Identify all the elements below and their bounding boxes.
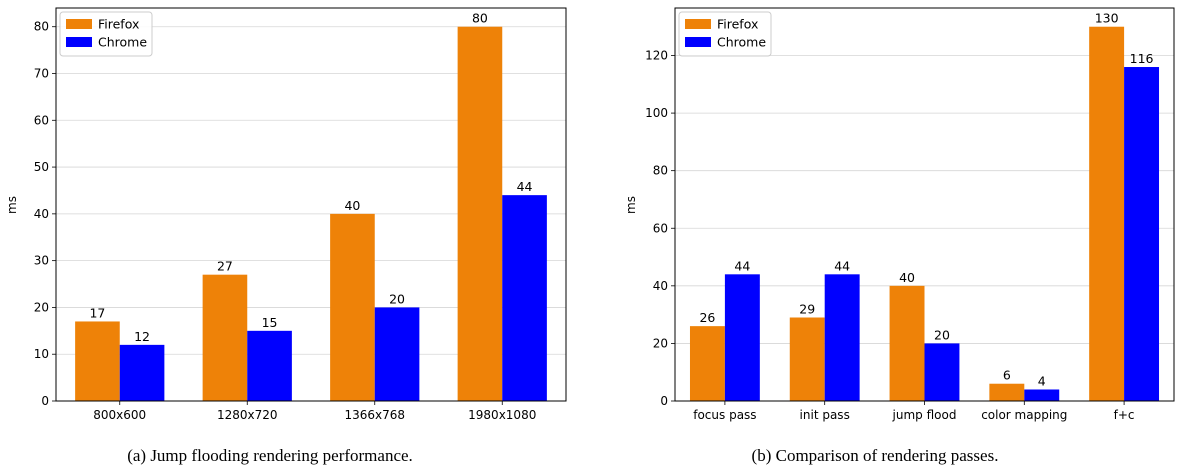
chart-a-xtick-label: 1980x1080 bbox=[468, 408, 536, 422]
chart-b-data-label: 40 bbox=[899, 270, 915, 285]
chart-a-legend-swatch bbox=[66, 19, 92, 29]
chart-b-bar-firefox bbox=[689, 326, 725, 401]
chart-a-legend: Firefox Chrome bbox=[59, 11, 153, 57]
chart-b-ytick-label: 0 bbox=[660, 394, 668, 408]
chart-a-ytick-label: 70 bbox=[34, 67, 49, 81]
chart-b-bar-chrome bbox=[924, 343, 960, 401]
chart-a-xtick-label: 1280x720 bbox=[217, 408, 278, 422]
chart-b-data-label: 4 bbox=[1038, 373, 1046, 388]
chart-b-bar-firefox bbox=[989, 383, 1025, 401]
chart-b-ytick-label: 20 bbox=[653, 336, 668, 350]
chart-b-xtick-label: color mapping bbox=[981, 408, 1067, 422]
chart-a-data-label: 44 bbox=[517, 179, 533, 194]
chart-a-bar-chrome bbox=[119, 344, 165, 401]
chart-a-ytick-label: 50 bbox=[34, 160, 49, 174]
chart-b-data-label: 116 bbox=[1130, 51, 1154, 66]
chart-b-ytick-label: 60 bbox=[653, 221, 668, 235]
chart-b-bar-firefox bbox=[889, 285, 925, 401]
chart-b-xtick-label: init pass bbox=[800, 408, 850, 422]
chart-b-legend-label: Firefox bbox=[717, 17, 758, 32]
chart-a-bar-chrome bbox=[247, 330, 292, 401]
chart-a-bar-chrome bbox=[502, 195, 547, 401]
chart-a-legend-label: Firefox bbox=[98, 17, 139, 32]
chart-b-xtick-label: f+c bbox=[1114, 408, 1135, 422]
chart-a-ytick-label: 10 bbox=[34, 347, 49, 361]
chart-a-data-label: 17 bbox=[89, 305, 105, 320]
chart-a-ytick-label: 30 bbox=[34, 254, 49, 268]
chart-a-data-label: 12 bbox=[134, 329, 150, 344]
chart-b-data-label: 44 bbox=[734, 258, 750, 273]
caption-a: (a) Jump flooding rendering performance. bbox=[127, 446, 413, 465]
chart-b-data-label: 20 bbox=[934, 327, 950, 342]
chart-a-xtick-label: 1366x768 bbox=[344, 408, 405, 422]
chart-b-xtick-label: focus pass bbox=[693, 408, 756, 422]
chart-a-bar-firefox bbox=[457, 26, 503, 401]
chart-a-legend-swatch bbox=[66, 37, 92, 47]
chart-b-data-label: 26 bbox=[699, 310, 715, 325]
chart-b-data-label: 130 bbox=[1095, 11, 1119, 26]
chart-a-bar-firefox bbox=[202, 274, 248, 401]
chart-a-ytick-label: 0 bbox=[41, 394, 49, 408]
chart-a-bar-firefox bbox=[75, 321, 120, 401]
chart-a-bar-firefox bbox=[330, 213, 375, 401]
chart-b-data-label: 29 bbox=[799, 302, 815, 317]
chart-a-data-label: 40 bbox=[344, 198, 360, 213]
chart-b-bar-chrome bbox=[724, 274, 760, 401]
chart-b-data-label: 44 bbox=[834, 258, 850, 273]
chart-b: 0 20 40 60 80 100 120 26 44 focus pass 29 44 init pa… bbox=[624, 7, 1175, 422]
chart-b-bar-chrome bbox=[1124, 67, 1160, 402]
chart-a-ytick-label: 60 bbox=[34, 113, 49, 127]
chart-b-legend-label: Chrome bbox=[717, 35, 766, 50]
chart-a-ytick-label: 40 bbox=[34, 207, 49, 221]
chart-b-bar-firefox bbox=[1089, 26, 1125, 401]
chart-a-frame bbox=[55, 7, 567, 402]
chart-b-ylabel: ms bbox=[624, 196, 638, 214]
chart-b-ytick-label: 40 bbox=[653, 279, 668, 293]
chart-b-frame bbox=[674, 7, 1175, 402]
chart-b-legend: Firefox Chrome bbox=[678, 11, 772, 57]
chart-a: 0 10 20 30 40 50 60 70 80 17 12 800x600 27 15 1280x720… bbox=[5, 7, 567, 422]
chart-b-bar-firefox bbox=[789, 317, 825, 401]
chart-b-ytick-label: 120 bbox=[645, 49, 668, 63]
chart-a-ytick-label: 20 bbox=[34, 300, 49, 314]
chart-a-data-label: 80 bbox=[472, 11, 488, 26]
caption-b: (b) Comparison of rendering passes. bbox=[751, 446, 999, 465]
chart-a-ylabel: ms bbox=[5, 196, 19, 214]
chart-b-legend-swatch bbox=[685, 37, 711, 47]
chart-a-data-label: 15 bbox=[262, 315, 278, 330]
chart-b-data-label: 6 bbox=[1003, 368, 1011, 383]
chart-b-bar-chrome bbox=[1024, 389, 1060, 401]
chart-b-legend-swatch bbox=[685, 19, 711, 29]
chart-b-ytick-label: 80 bbox=[653, 164, 668, 178]
chart-b-bar-chrome bbox=[824, 274, 860, 401]
chart-a-data-label: 27 bbox=[217, 259, 233, 274]
chart-b-ytick-label: 100 bbox=[645, 106, 668, 120]
chart-a-legend-label: Chrome bbox=[98, 35, 147, 50]
chart-a-bar-chrome bbox=[374, 307, 420, 401]
chart-a-xtick-label: 800x600 bbox=[93, 408, 146, 422]
chart-a-data-label: 20 bbox=[389, 291, 405, 306]
chart-a-ytick-label: 80 bbox=[34, 20, 49, 34]
chart-b-xtick-label: jump flood bbox=[892, 408, 957, 422]
